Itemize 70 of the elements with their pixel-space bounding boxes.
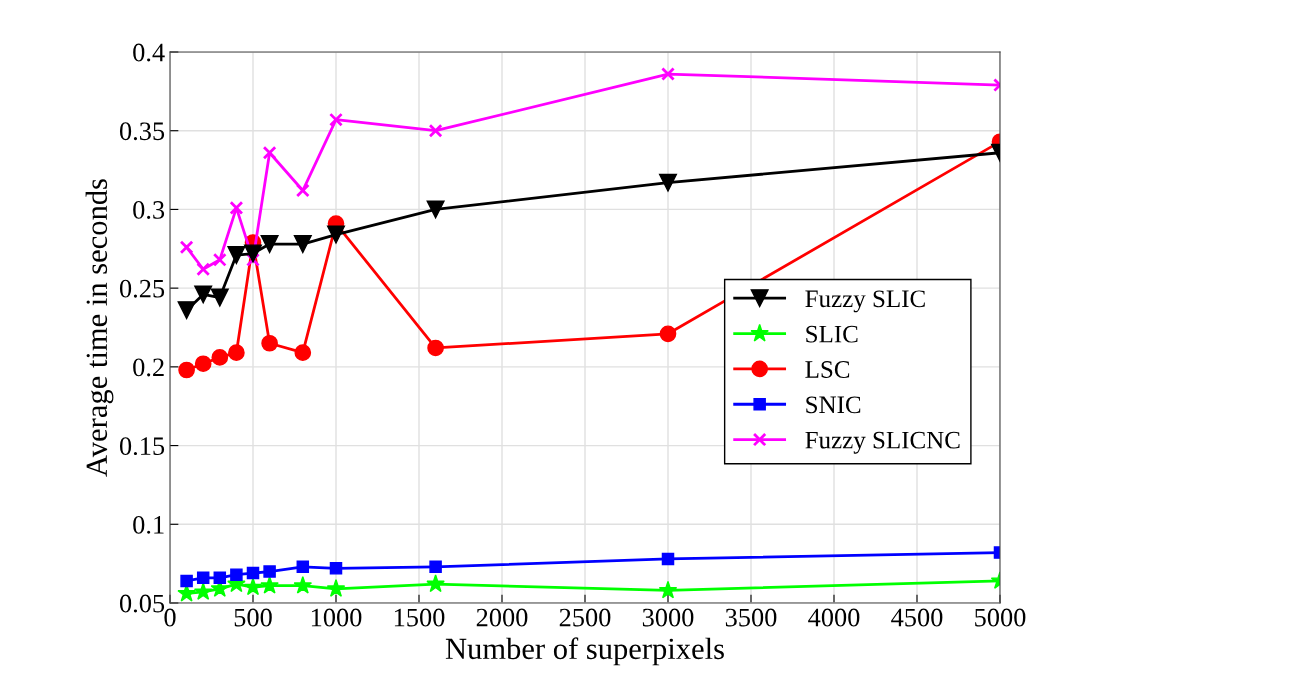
y-tick-label: 0.25 bbox=[119, 279, 165, 298]
point bbox=[210, 288, 229, 307]
point bbox=[228, 344, 245, 362]
legend-label: SLIC bbox=[806, 325, 858, 343]
point bbox=[212, 252, 227, 267]
y-tick-label: 0.15 bbox=[119, 437, 165, 456]
point bbox=[177, 301, 196, 320]
y-tick-label: 0.05 bbox=[119, 594, 165, 613]
point bbox=[180, 574, 193, 588]
point bbox=[211, 349, 229, 366]
point bbox=[293, 575, 313, 594]
legend-label: Fuzzy SLIC bbox=[805, 290, 925, 313]
x-axis-title: Number of superpixels bbox=[445, 637, 724, 666]
point bbox=[659, 325, 677, 343]
point bbox=[230, 568, 243, 581]
point bbox=[426, 574, 445, 593]
y-tick-label: 0.2 bbox=[133, 358, 164, 377]
point bbox=[429, 560, 442, 574]
legend-label: Fuzzy SLICNC bbox=[805, 431, 960, 454]
x-tick-label: 500 bbox=[234, 608, 272, 627]
point bbox=[243, 244, 263, 263]
point bbox=[261, 334, 278, 352]
point bbox=[196, 262, 211, 277]
x-tick-label: 3000 bbox=[642, 608, 694, 627]
point bbox=[260, 235, 279, 254]
point bbox=[213, 571, 227, 585]
point bbox=[260, 575, 279, 594]
x-tick-label: 4500 bbox=[891, 608, 943, 627]
x-tick-label: 1500 bbox=[394, 608, 445, 627]
point bbox=[194, 355, 212, 373]
x-tick-label: 4000 bbox=[808, 608, 860, 627]
point bbox=[193, 582, 213, 600]
point bbox=[294, 344, 312, 362]
point bbox=[178, 361, 195, 379]
x-tick-label: 1000 bbox=[311, 608, 362, 627]
point bbox=[243, 577, 263, 596]
point bbox=[427, 339, 444, 357]
y-tick-label: 0.1 bbox=[133, 515, 164, 534]
point bbox=[196, 571, 210, 585]
x-tick-label: 5000 bbox=[975, 608, 1026, 627]
x-tick-label: 0 bbox=[164, 608, 176, 627]
point bbox=[326, 579, 346, 597]
x-tick-label: 3500 bbox=[725, 608, 777, 627]
point bbox=[194, 285, 213, 304]
point bbox=[661, 67, 675, 81]
point bbox=[329, 112, 343, 127]
point bbox=[246, 566, 260, 580]
y-tick-label: 0.35 bbox=[119, 122, 165, 141]
point bbox=[658, 580, 678, 599]
legend-label: SNIC bbox=[806, 396, 861, 414]
x-tick-label: 2500 bbox=[559, 608, 611, 627]
point bbox=[179, 240, 194, 255]
y-tick-label: 0.4 bbox=[133, 43, 165, 62]
point bbox=[293, 235, 312, 254]
point bbox=[229, 200, 244, 215]
point bbox=[227, 246, 246, 265]
point bbox=[296, 560, 310, 574]
point bbox=[295, 183, 310, 198]
legend-label: LSC bbox=[805, 361, 850, 378]
point bbox=[263, 565, 276, 578]
point bbox=[658, 173, 678, 192]
y-tick-label: 0.3 bbox=[133, 201, 165, 219]
point bbox=[661, 552, 675, 566]
point bbox=[326, 225, 346, 244]
point bbox=[426, 200, 445, 219]
point bbox=[262, 145, 277, 160]
point bbox=[428, 123, 443, 138]
x-tick-label: 2000 bbox=[476, 608, 528, 627]
point bbox=[329, 562, 343, 575]
y-axis-title: Average time in seconds bbox=[85, 179, 114, 477]
